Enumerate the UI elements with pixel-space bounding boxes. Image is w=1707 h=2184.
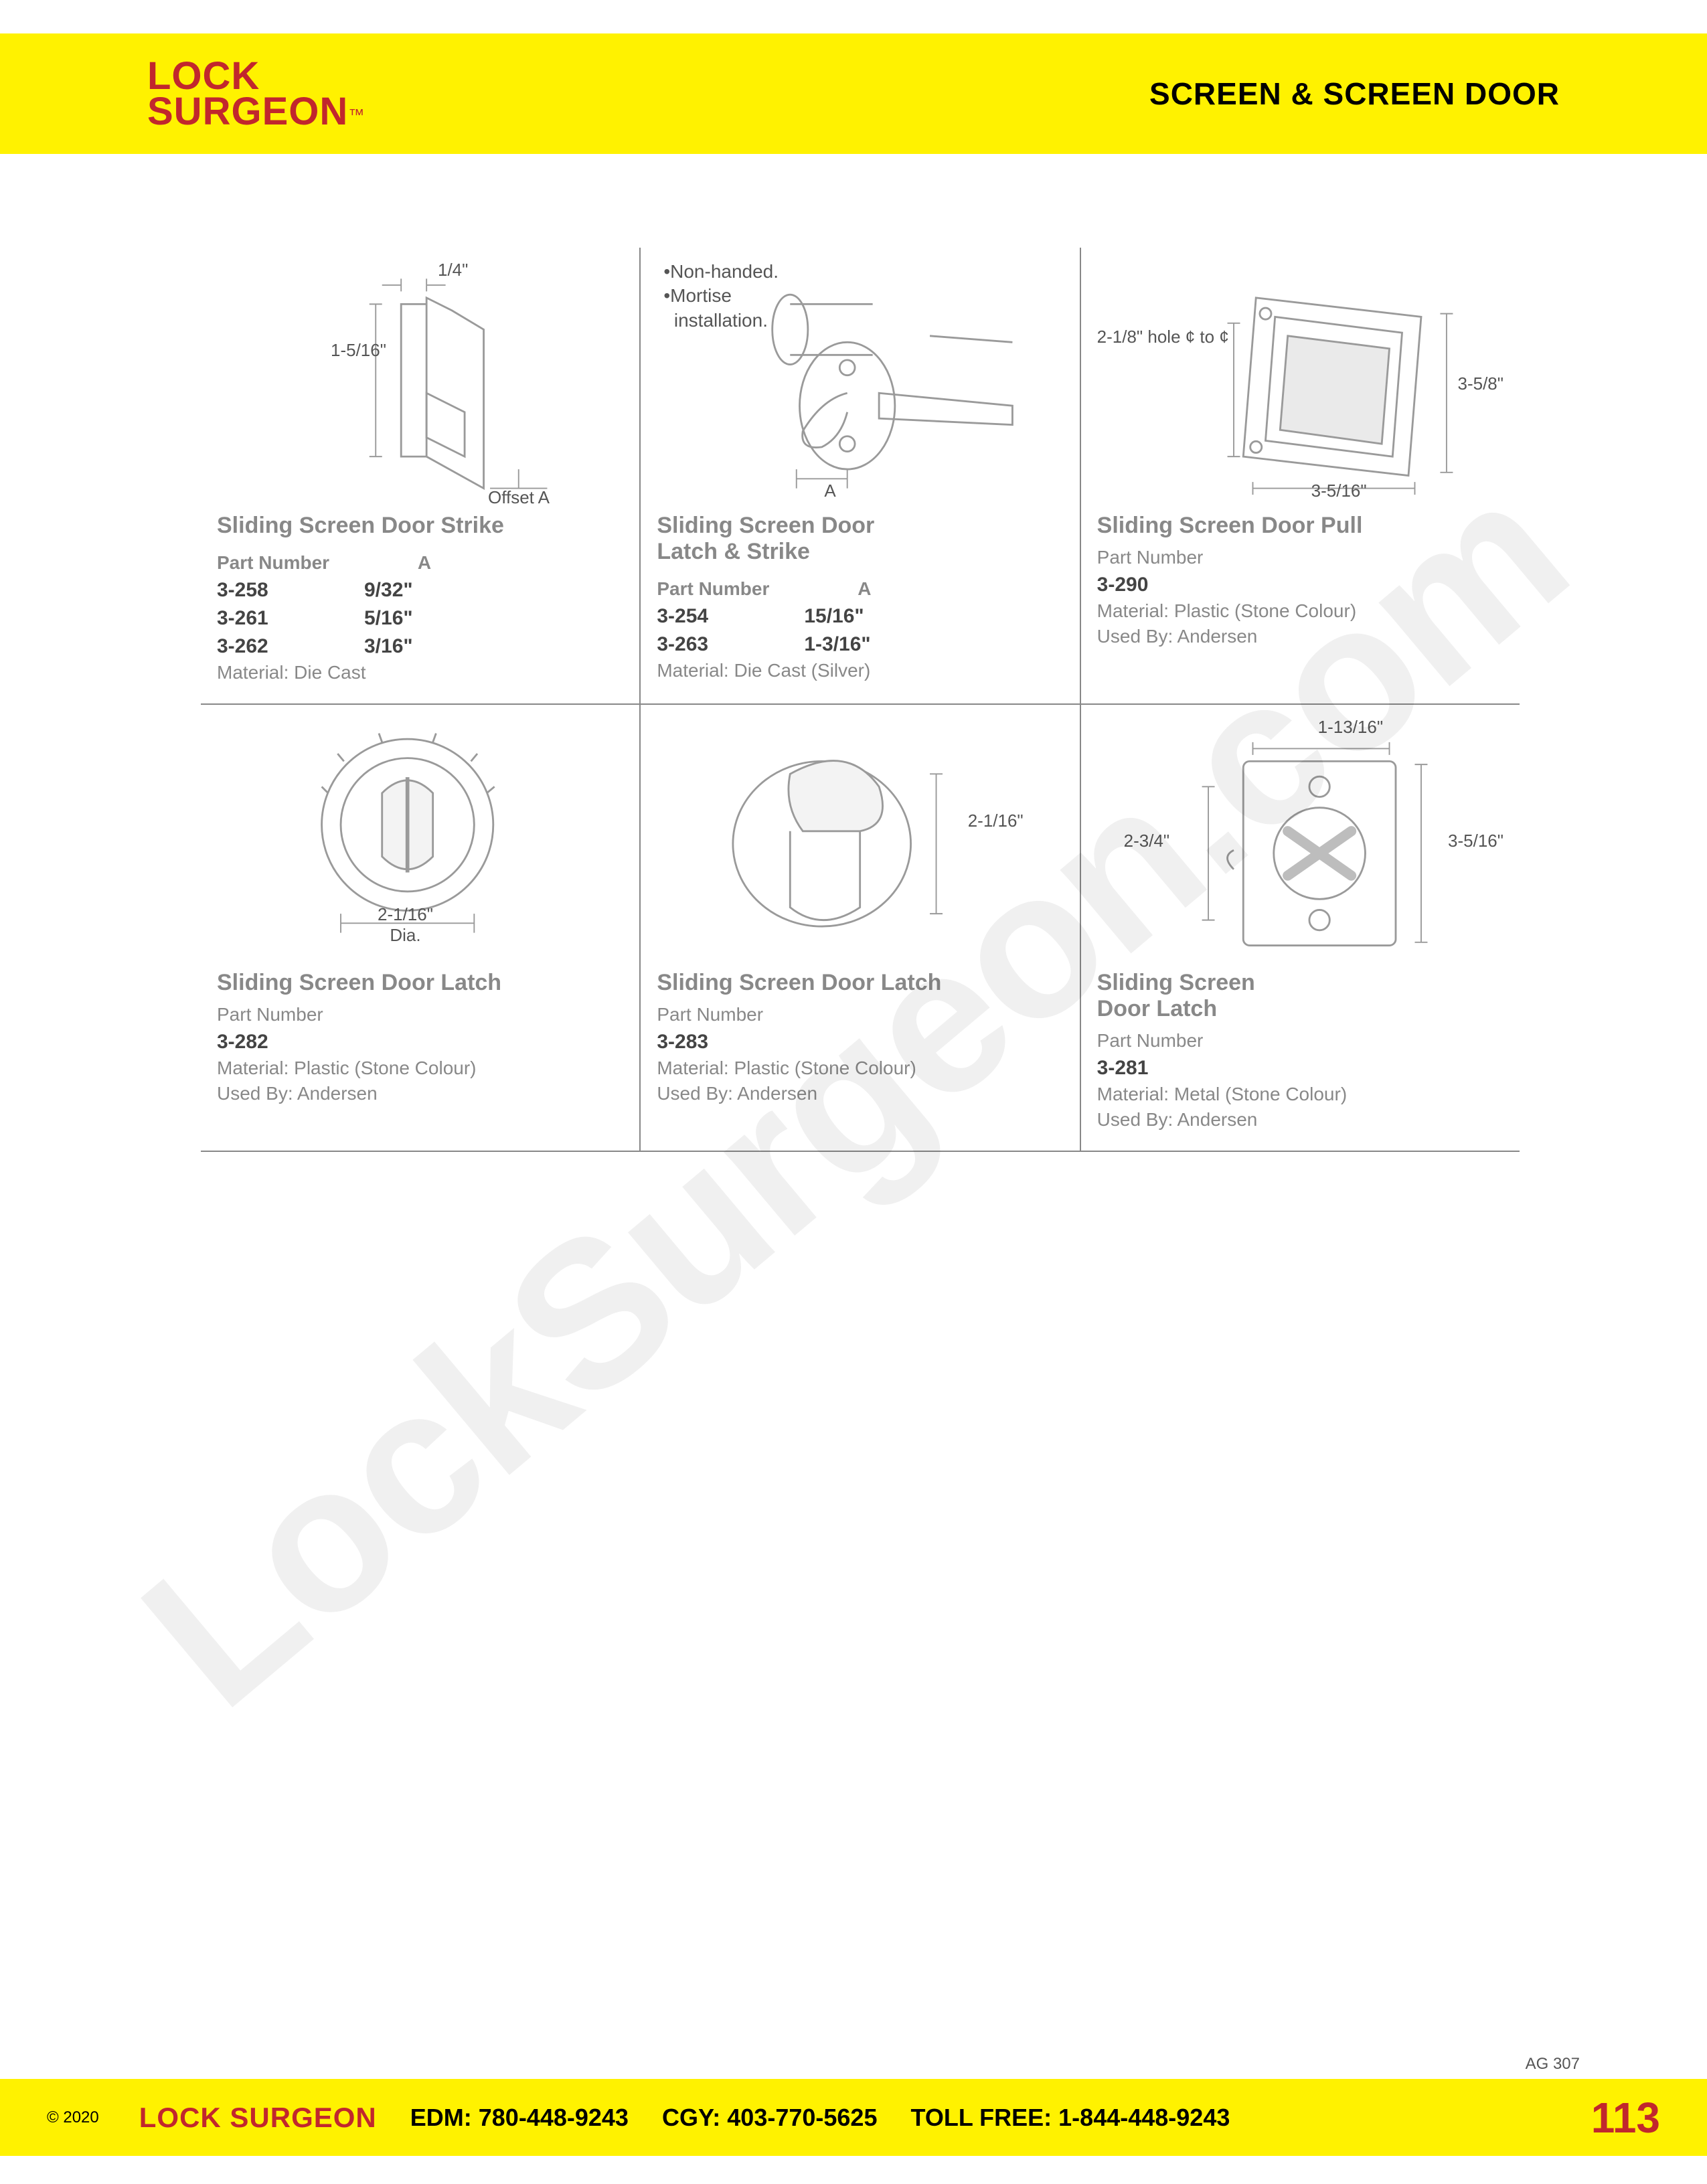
dim-label: 1/4"	[438, 260, 468, 280]
part-row: 3-2631-3/16"	[657, 633, 1063, 656]
col-header: Part Number	[1097, 547, 1503, 568]
footer-brand: LOCK SURGEON	[139, 2102, 377, 2134]
part-number: 3-281	[1097, 1057, 1244, 1080]
logo-tm: ™	[348, 106, 364, 124]
material-line: Material: Plastic (Stone Colour)	[217, 1058, 623, 1079]
ag-code: AG 307	[1526, 2055, 1580, 2074]
part-row: 3-25415/16"	[657, 605, 1063, 628]
footer-tollfree: TOLL FREE: 1-844-448-9243	[910, 2104, 1230, 2132]
part-row: 3-2623/16"	[217, 635, 623, 658]
product-diagram: 2-1/16" Dia.	[217, 717, 623, 964]
material-line: Material: Metal (Stone Colour)	[1097, 1084, 1503, 1105]
catalog-grid: 1/4" 1-5/16" Offset A Sliding Screen Doo…	[201, 248, 1520, 1152]
product-cell: 1-13/16" 2-3/4" 3-5/16"	[1081, 705, 1520, 1151]
logo-line1: LOCK	[147, 58, 364, 94]
product-title: Sliding Screen Door Pull	[1097, 513, 1503, 539]
part-row: 3-281	[1097, 1057, 1503, 1080]
dim-label: 3-5/16"	[1448, 831, 1503, 851]
product-cell: 2-1/16" Dia. Sliding	[201, 705, 641, 1151]
material-line: Material: Die Cast	[217, 662, 623, 683]
part-dim: 5/16"	[364, 607, 485, 630]
product-diagram: 1-13/16" 2-3/4" 3-5/16"	[1097, 717, 1503, 964]
strike-icon	[217, 260, 623, 507]
product-diagram: •Non-handed. •Mortise installation. A	[657, 260, 1063, 507]
part-number: 3-258	[217, 579, 364, 602]
col-header: Part Number	[217, 552, 364, 574]
dim-label: 2-1/16"	[968, 811, 1024, 831]
grid-row: 1/4" 1-5/16" Offset A Sliding Screen Doo…	[201, 248, 1520, 705]
product-diagram: 2-1/8" hole ¢ to ¢ 3-5/8" 3-5/16"	[1097, 260, 1503, 507]
part-number: 3-282	[217, 1031, 364, 1054]
logo-line2: SURGEON	[147, 90, 348, 133]
product-title: Sliding Screen Door Latch	[657, 970, 1063, 996]
dim-label: 1-13/16"	[1318, 717, 1383, 738]
part-row: 3-2615/16"	[217, 607, 623, 630]
part-row: 3-2589/32"	[217, 579, 623, 602]
usedby-line: Used By: Andersen	[1097, 1109, 1503, 1130]
copyright: © 2020	[47, 2108, 99, 2127]
col-header: Part Number	[657, 1004, 1063, 1025]
logo: LOCK SURGEON™	[147, 58, 364, 130]
product-title: Sliding Screen Door Latch	[217, 970, 623, 996]
section-title: SCREEN & SCREEN DOOR	[1149, 76, 1560, 112]
product-cell: 1/4" 1-5/16" Offset A Sliding Screen Doo…	[201, 248, 641, 703]
dim-label: A	[824, 481, 835, 501]
header-bar: LOCK SURGEON™ SCREEN & SCREEN DOOR	[0, 33, 1707, 154]
usedby-line: Used By: Andersen	[1097, 626, 1503, 647]
thumb-latch-icon	[657, 717, 1063, 964]
footer-cgy: CGY: 403-770-5625	[662, 2104, 878, 2132]
door-pull-icon	[1097, 260, 1503, 507]
product-title: Sliding Screen Door Strike	[217, 513, 623, 539]
col-header: A	[804, 578, 924, 600]
dim-label: 3-5/8"	[1457, 373, 1503, 394]
material-line: Material: Plastic (Stone Colour)	[1097, 600, 1503, 622]
part-dim: 15/16"	[804, 605, 951, 628]
part-dim: 9/32"	[364, 579, 485, 602]
product-title: Sliding Screen Door Latch & Strike	[657, 513, 898, 565]
product-cell: 2-1/16" Sliding Screen Door Latch Part N…	[641, 705, 1080, 1151]
material-line: Material: Die Cast (Silver)	[657, 660, 1063, 681]
part-dim: 3/16"	[364, 635, 485, 658]
col-header: A	[364, 552, 485, 574]
part-number: 3-262	[217, 635, 364, 658]
part-row: 3-290	[1097, 574, 1503, 596]
product-diagram: 2-1/16"	[657, 717, 1063, 964]
grid-row: 2-1/16" Dia. Sliding	[201, 705, 1520, 1152]
part-number: 3-263	[657, 633, 804, 656]
dim-label: 3-5/16"	[1311, 481, 1367, 501]
dim-label: 2-1/16" Dia.	[378, 904, 433, 946]
product-title: Sliding Screen Door Latch	[1097, 970, 1285, 1022]
col-header: Part Number	[217, 1004, 623, 1025]
part-number: 3-261	[217, 607, 364, 630]
dim-label: 2-1/8" hole ¢ to ¢	[1097, 327, 1229, 347]
usedby-line: Used By: Andersen	[217, 1083, 623, 1104]
part-row: 3-283	[657, 1031, 1063, 1054]
material-line: Material: Plastic (Stone Colour)	[657, 1058, 1063, 1079]
part-number: 3-254	[657, 605, 804, 628]
notes-text: •Non-handed. •Mortise installation.	[663, 260, 779, 333]
footer-bar: © 2020 LOCK SURGEON EDM: 780-448-9243 CG…	[0, 2079, 1707, 2156]
dim-label: 1-5/16"	[331, 340, 386, 361]
page-number: 113	[1591, 2093, 1660, 2143]
col-header: Part Number	[1097, 1030, 1503, 1052]
product-diagram: 1/4" 1-5/16" Offset A	[217, 260, 623, 507]
part-row: 3-282	[217, 1031, 623, 1054]
footer-edm: EDM: 780-448-9243	[410, 2104, 629, 2132]
usedby-line: Used By: Andersen	[657, 1083, 1063, 1104]
product-cell: 2-1/8" hole ¢ to ¢ 3-5/8" 3-5/16"	[1081, 248, 1520, 703]
product-cell: •Non-handed. •Mortise installation. A	[641, 248, 1080, 703]
dim-label: 2-3/4"	[1124, 831, 1170, 851]
dim-label: Offset A	[488, 487, 550, 508]
part-dim: 1-3/16"	[804, 633, 951, 656]
col-header: Part Number	[657, 578, 804, 600]
part-number: 3-283	[657, 1031, 804, 1054]
part-number: 3-290	[1097, 574, 1244, 596]
